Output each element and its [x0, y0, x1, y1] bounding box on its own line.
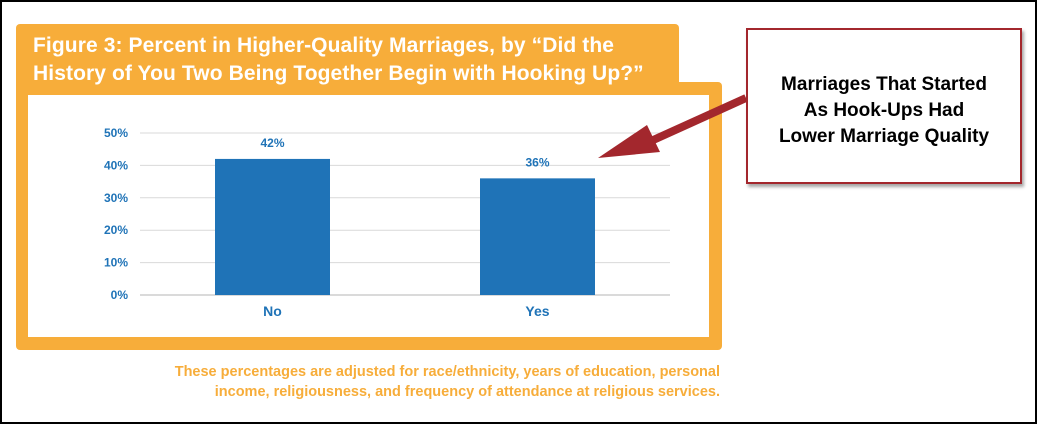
y-tick-label: 20%: [104, 223, 128, 237]
figure-title-line-2: History of You Two Being Together Begin …: [33, 62, 644, 85]
chart-area: [28, 95, 709, 337]
footnote-line-1: These percentages are adjusted for race/…: [174, 364, 720, 380]
arrow-head: [598, 125, 660, 158]
y-tick-label: 50%: [104, 126, 128, 140]
y-tick-label: 10%: [104, 256, 128, 270]
callout-line-1: Marriages That Started: [781, 74, 987, 95]
callout-line-2: As Hook-Ups Had: [803, 100, 965, 121]
bar-yes: [480, 178, 595, 295]
callout-box: Marriages That Started As Hook-Ups Had L…: [746, 28, 1022, 184]
arrow-shaft: [638, 94, 748, 150]
data-label: 42%: [260, 136, 284, 150]
x-tick-label: No: [263, 303, 282, 319]
y-tick-label: 40%: [104, 158, 128, 172]
data-label: 36%: [525, 155, 549, 169]
y-tick-label: 0%: [111, 288, 129, 302]
figure-title-line-1: Figure 3: Percent in Higher-Quality Marr…: [33, 34, 615, 57]
footnote-line-2: income, religiousness, and frequency of …: [214, 384, 720, 400]
callout-text: Marriages That Started As Hook-Ups Had L…: [748, 72, 1020, 150]
bar-no: [215, 158, 330, 295]
x-tick-label: Yes: [525, 303, 549, 319]
y-tick-label: 30%: [104, 191, 128, 205]
callout-line-3: Lower Marriage Quality: [778, 126, 990, 147]
